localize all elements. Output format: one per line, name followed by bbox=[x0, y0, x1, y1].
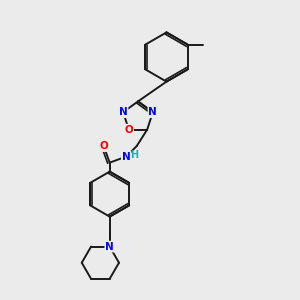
Text: O: O bbox=[124, 124, 133, 135]
Text: N: N bbox=[119, 107, 128, 117]
Text: N: N bbox=[105, 242, 114, 252]
Text: O: O bbox=[99, 141, 108, 151]
Text: N: N bbox=[122, 152, 130, 162]
Text: N: N bbox=[148, 107, 157, 117]
Text: H: H bbox=[130, 150, 139, 160]
